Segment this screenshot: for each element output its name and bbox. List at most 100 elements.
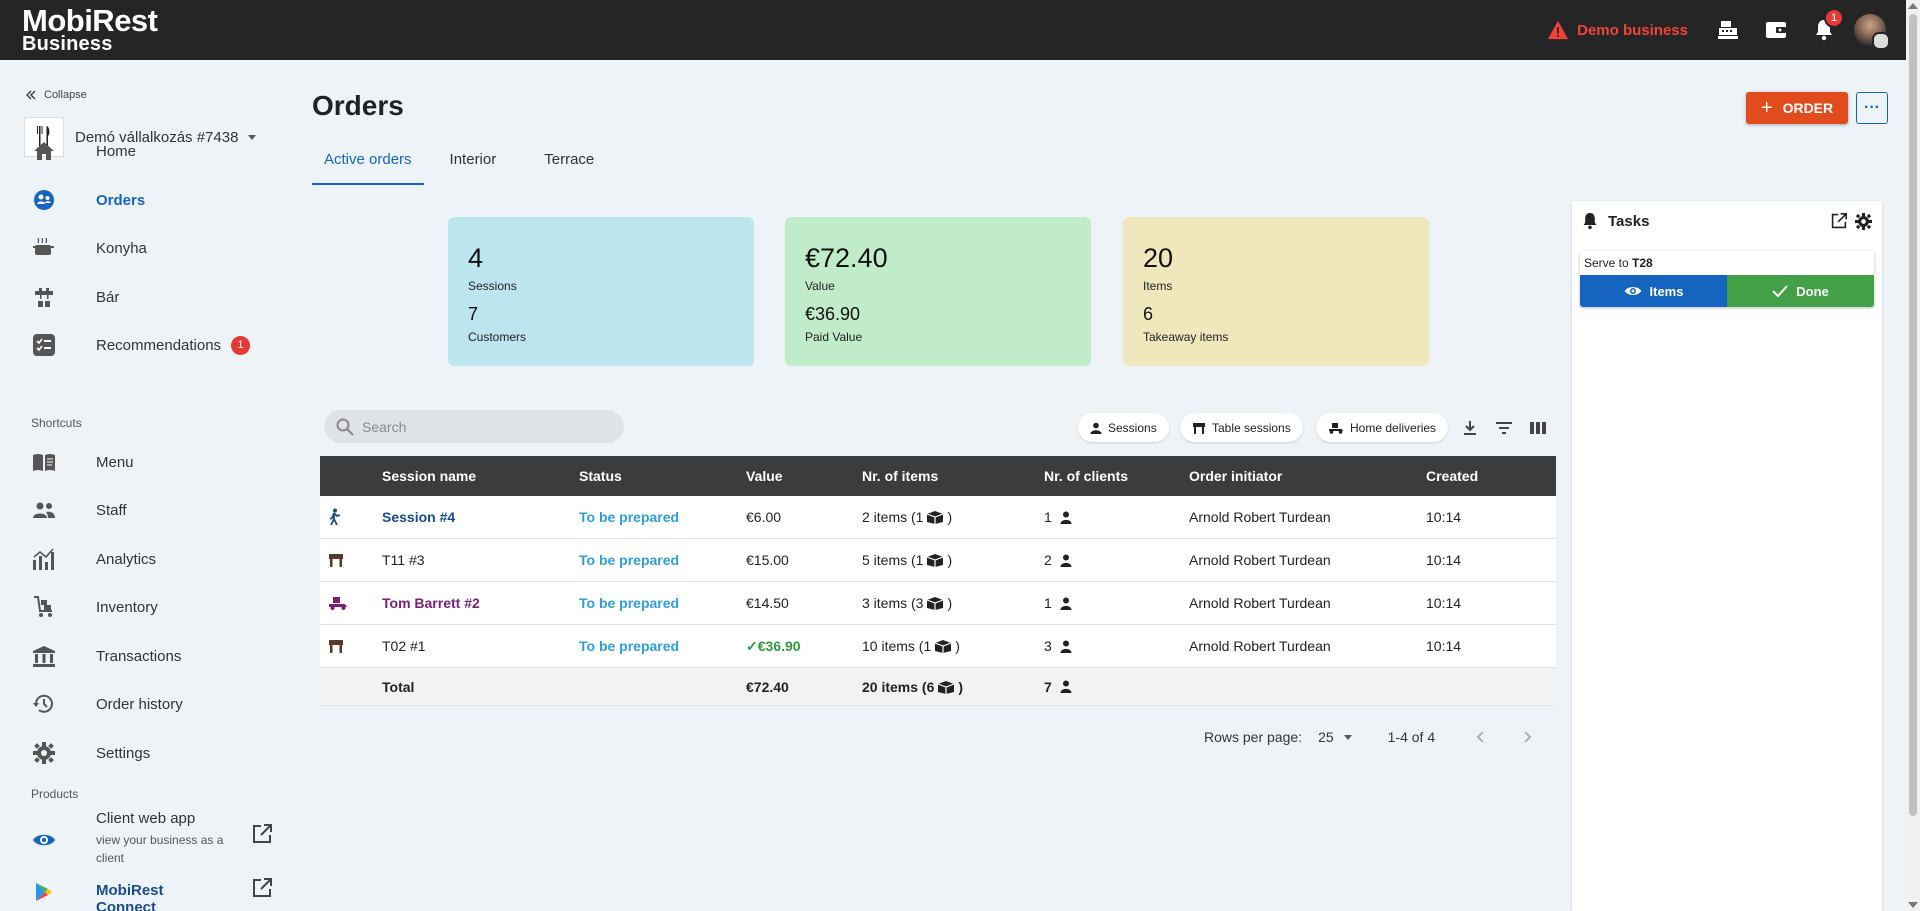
scroll-down-arrow-icon[interactable] xyxy=(1908,902,1918,908)
paid-value-cell: ✓€36.90 xyxy=(746,637,801,654)
columns-button[interactable] xyxy=(1524,414,1552,442)
sidebar-item-analytics[interactable]: Analytics xyxy=(30,539,290,579)
fork-knife-icon xyxy=(37,126,50,146)
session-name-link[interactable]: Tom Barrett #2 xyxy=(382,595,480,611)
takeaway-box-icon xyxy=(938,680,955,694)
sidebar-item-label: Inventory xyxy=(96,598,158,616)
analytics-icon xyxy=(30,545,58,573)
filter-lines-icon xyxy=(1496,422,1512,434)
client-web-app-description: view your business as a client xyxy=(96,833,224,865)
column-header-created[interactable]: Created xyxy=(1426,468,1479,484)
total-clients-count: 7 xyxy=(1044,678,1052,695)
column-header-value[interactable]: Value xyxy=(746,468,783,484)
demo-business-indicator[interactable]: Demo business xyxy=(1547,20,1688,40)
status-label: To be prepared xyxy=(579,509,680,525)
search-input[interactable] xyxy=(362,418,602,435)
sidebar-item-staff[interactable]: Staff xyxy=(30,490,290,530)
external-link-icon[interactable] xyxy=(252,824,272,844)
pos-terminal-button[interactable] xyxy=(1704,6,1752,54)
column-header-clients[interactable]: Nr. of clients xyxy=(1044,468,1129,484)
external-link-icon[interactable] xyxy=(252,878,272,898)
sidebar-item-bar[interactable]: Bár xyxy=(30,277,290,317)
client-web-app-item[interactable]: Client web app view your business as a c… xyxy=(30,810,290,867)
table-row[interactable]: Tom Barrett #2 To be prepared €14.50 3 i… xyxy=(320,582,1556,625)
total-label: Total xyxy=(382,678,415,695)
sidebar-item-label: Bár xyxy=(96,288,120,306)
sidebar: Collapse Demó vállalkozás #7438 Home Ord… xyxy=(0,60,290,911)
user-avatar[interactable] xyxy=(1854,14,1890,50)
download-button[interactable] xyxy=(1456,414,1484,442)
scroll-thumb[interactable] xyxy=(1909,14,1917,816)
scroll-up-arrow-icon[interactable] xyxy=(1908,3,1918,9)
play-store-icon xyxy=(30,878,58,906)
rows-per-page-select[interactable]: 25 xyxy=(1318,729,1352,745)
sidebar-item-inventory[interactable]: Inventory xyxy=(30,587,290,627)
person-icon xyxy=(1060,554,1072,567)
task-done-button[interactable]: Done xyxy=(1727,275,1874,307)
column-header-initiator[interactable]: Order initiator xyxy=(1189,468,1283,484)
sidebar-item-konyha[interactable]: Konyha xyxy=(30,228,290,268)
sidebar-item-transactions[interactable]: Transactions xyxy=(30,636,290,676)
table-row[interactable]: T11 #3 To be prepared €15.00 5 items (1)… xyxy=(320,539,1556,582)
app-logo[interactable]: MobiRest Business xyxy=(22,5,158,55)
column-header-status[interactable]: Status xyxy=(579,468,622,484)
sidebar-item-menu[interactable]: Menu xyxy=(30,442,290,482)
new-order-button[interactable]: + ORDER xyxy=(1746,92,1848,124)
session-name-link[interactable]: T11 #3 xyxy=(382,552,425,568)
wallet-button[interactable] xyxy=(1752,6,1800,54)
created-cell: 10:14 xyxy=(1426,509,1462,525)
notifications-button[interactable]: 1 xyxy=(1800,6,1848,54)
person-icon xyxy=(1060,511,1072,524)
clients-cell: 1 xyxy=(1044,582,1075,624)
task-items-button[interactable]: Items xyxy=(1580,275,1727,307)
session-name-link[interactable]: T02 #1 xyxy=(382,638,426,654)
value-cell: €15.00 xyxy=(746,552,789,568)
previous-page-button[interactable] xyxy=(1465,722,1495,752)
chevron-down-icon xyxy=(1343,734,1352,740)
sessions-filter-chip[interactable]: Sessions xyxy=(1078,413,1169,442)
table-row[interactable]: Session #4 To be prepared €6.00 2 items … xyxy=(320,496,1556,539)
sidebar-item-recommendations[interactable]: Recommendations 1 xyxy=(30,325,290,365)
table-sessions-filter-chip[interactable]: Table sessions xyxy=(1180,413,1303,442)
checklist-icon xyxy=(30,331,58,359)
filter-button[interactable] xyxy=(1490,414,1518,442)
column-header-items[interactable]: Nr. of items xyxy=(862,468,939,484)
tab-interior[interactable]: Interior xyxy=(449,151,497,168)
next-page-button[interactable] xyxy=(1513,722,1543,752)
sidebar-item-settings[interactable]: Settings xyxy=(30,733,290,773)
stat-secondary-label: Takeaway items xyxy=(1143,330,1229,344)
task-target: T28 xyxy=(1632,256,1653,270)
table-header: Session name Status Value Nr. of items N… xyxy=(320,456,1556,496)
tab-active-orders[interactable]: Active orders xyxy=(312,139,424,185)
mobirest-connect-label: MobiRest Connect xyxy=(96,882,164,911)
items-count: 10 items (1 xyxy=(862,638,932,654)
gear-icon xyxy=(30,739,58,767)
items-close-paren: ) xyxy=(947,552,953,568)
open-external-button[interactable] xyxy=(1831,213,1847,229)
items-stat-card: 20 Items 6 Takeaway items xyxy=(1123,217,1429,366)
table-row[interactable]: T02 #1 To be prepared ✓€36.90 10 items (… xyxy=(320,625,1556,668)
sessions-stat-card: 4 Sessions 7 Customers xyxy=(448,217,754,366)
task-prefix: Serve to xyxy=(1584,256,1629,270)
check-icon xyxy=(1772,285,1788,297)
chevron-right-icon xyxy=(1524,731,1532,743)
home-deliveries-filter-chip[interactable]: Home deliveries xyxy=(1316,413,1449,442)
page-scrollbar[interactable] xyxy=(1906,0,1920,911)
sidebar-item-home[interactable]: Home xyxy=(30,131,290,171)
more-options-button[interactable]: ··· xyxy=(1856,92,1888,124)
sidebar-item-order-history[interactable]: Order history xyxy=(30,684,290,724)
tasks-settings-button[interactable] xyxy=(1855,212,1872,230)
person-icon xyxy=(1060,640,1072,653)
chevron-left-icon xyxy=(1476,731,1484,743)
search-box[interactable] xyxy=(324,410,624,443)
session-name-link[interactable]: Session #4 xyxy=(382,509,456,525)
mobirest-connect-item[interactable]: MobiRest Connect xyxy=(30,878,290,911)
business-name: Demó vállalkozás #7438 xyxy=(75,128,239,146)
sidebar-item-label: Settings xyxy=(96,744,151,762)
sidebar-item-orders[interactable]: Orders xyxy=(30,180,290,220)
collapse-button[interactable]: Collapse xyxy=(26,89,87,101)
open-in-new-icon xyxy=(1831,213,1847,229)
column-header-session-name[interactable]: Session name xyxy=(382,468,477,484)
tab-terrace[interactable]: Terrace xyxy=(544,151,595,168)
task-card: Serve to T28 Items Done xyxy=(1580,251,1874,307)
